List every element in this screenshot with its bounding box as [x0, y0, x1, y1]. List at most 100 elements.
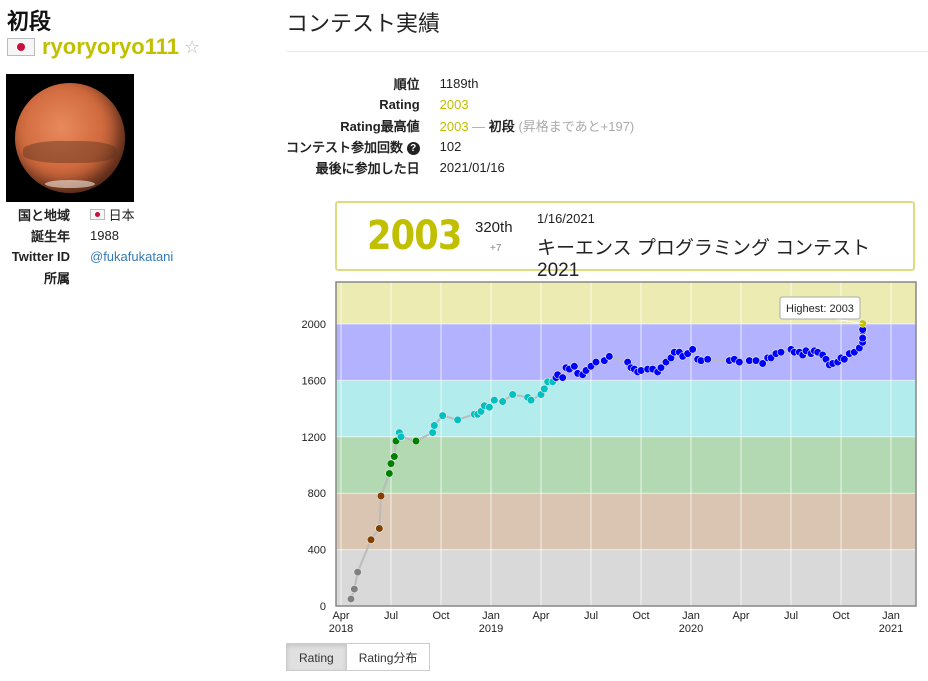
affiliation-value — [90, 267, 280, 288]
y-tick-label: 800 — [308, 488, 326, 500]
rating-point[interactable] — [558, 373, 567, 382]
rating-point[interactable] — [605, 352, 614, 361]
rating-point[interactable] — [688, 345, 697, 354]
rating-point[interactable] — [776, 348, 786, 357]
username-link[interactable]: ryoryoryo111 — [42, 34, 179, 59]
card-place: 320th — [475, 219, 513, 236]
rating-point[interactable] — [375, 524, 384, 533]
stats-table: 順位 1189th Rating 2003 Rating最高値 2003 — 初… — [286, 73, 634, 178]
user-line: ryoryoryo111 ☆ — [7, 34, 200, 60]
birth-year-value: 1988 — [90, 228, 119, 243]
field-label: 所属 — [43, 271, 70, 286]
rating-point[interactable] — [390, 452, 399, 461]
highest-tooltip: Highest: 2003 — [779, 296, 861, 320]
x-tick-label: Apr — [732, 610, 749, 622]
svg-text:2020: 2020 — [679, 623, 703, 635]
x-tick-label: Oct — [432, 610, 449, 622]
rank-value: 1189th — [439, 76, 479, 91]
rating-point[interactable] — [385, 469, 394, 478]
x-tick-label: Jul — [784, 610, 798, 622]
rating-point[interactable] — [508, 390, 517, 399]
rating-point[interactable] — [411, 436, 421, 446]
rating-point[interactable] — [428, 428, 437, 437]
next-grade-info: (昇格まであと+197) — [518, 119, 635, 134]
x-tick-label: Apr — [532, 610, 549, 622]
rating-point[interactable] — [735, 357, 744, 367]
profile-row-birth: 誕生年 1988 — [0, 225, 280, 246]
x-tick-label: Apr — [332, 610, 349, 622]
card-contest-name[interactable]: キーエンス プログラミング コンテスト 2021 — [537, 238, 871, 281]
page-title: コンテスト実績 — [286, 11, 441, 36]
rating-value: 2003 — [439, 97, 469, 112]
star-outline-icon[interactable]: ☆ — [183, 36, 201, 57]
field-label: 国と地域 — [17, 208, 70, 223]
rating-point[interactable] — [498, 397, 507, 406]
rating-point[interactable] — [840, 355, 849, 364]
avatar — [6, 74, 134, 202]
max-rating-label: Rating最高値 — [340, 119, 420, 134]
card-rating: 2003 — [367, 213, 462, 259]
help-icon[interactable]: ? — [406, 142, 420, 155]
x-tick-label: Jan — [882, 610, 900, 622]
rating-point[interactable] — [396, 432, 406, 441]
rating-point[interactable] — [376, 491, 386, 501]
rating-point[interactable] — [570, 362, 579, 371]
y-tick-label: 400 — [308, 545, 326, 557]
x-tick-label: Jan — [482, 610, 500, 622]
y-tick-label: 2000 — [302, 319, 326, 331]
rating-point[interactable] — [350, 584, 359, 594]
last-contest-value: 2021/01/16 — [439, 160, 505, 175]
rating-point[interactable] — [430, 421, 439, 430]
rating-point[interactable] — [526, 396, 536, 405]
rating-point[interactable] — [490, 396, 499, 405]
band-green — [336, 436, 916, 494]
rating-point[interactable] — [656, 363, 666, 372]
rating-point[interactable] — [591, 357, 601, 367]
svg-text:2019: 2019 — [479, 623, 503, 635]
svg-text:Highest: 2003: Highest: 2003 — [786, 303, 854, 315]
x-tick-label: Oct — [632, 610, 649, 622]
rank-label: 順位 — [393, 77, 420, 92]
rating-point[interactable] — [758, 359, 767, 368]
x-tick-label: Jul — [384, 610, 398, 622]
tab-rating[interactable]: Rating — [286, 643, 347, 671]
twitter-link[interactable]: @fukafukatani — [90, 249, 174, 264]
rank-title: 初段 — [7, 9, 52, 34]
rating-label: Rating — [379, 97, 420, 112]
tab-rating-distribution[interactable]: Rating分布 — [346, 643, 431, 671]
rating-point[interactable] — [453, 415, 462, 424]
japan-flag-icon — [7, 38, 35, 56]
x-tick-label: Jan — [682, 610, 700, 622]
rating-point[interactable] — [485, 403, 494, 412]
country-value: 日本 — [108, 208, 135, 223]
band-gray — [336, 549, 916, 606]
card-date: 1/16/2021 — [537, 211, 595, 226]
rating-point[interactable] — [858, 333, 867, 343]
rating-point[interactable] — [346, 594, 356, 604]
rating-point[interactable] — [386, 459, 396, 468]
rating-point[interactable] — [703, 355, 712, 364]
japan-flag-icon — [90, 209, 105, 220]
chart-tabs: Rating Rating分布 — [286, 643, 431, 671]
y-tick-label: 1200 — [302, 432, 326, 444]
max-grade: 初段 — [488, 119, 515, 134]
rating-point[interactable] — [366, 535, 376, 544]
svg-text:2021: 2021 — [879, 623, 903, 635]
profile-row-twitter: Twitter ID @fukafukatani — [0, 246, 280, 267]
rating-point[interactable] — [696, 356, 706, 365]
latest-contest-card: 2003 320th +7 1/16/2021 キーエンス プログラミング コン… — [335, 201, 915, 281]
x-tick-label: Jul — [584, 610, 598, 622]
rating-point[interactable] — [438, 411, 447, 420]
contest-count-label: コンテスト参加回数 — [286, 140, 404, 155]
rating-point[interactable] — [540, 384, 549, 393]
field-label: 誕生年 — [30, 229, 70, 244]
x-tick-label: Oct — [832, 610, 849, 622]
max-rating-value: 2003 — [439, 119, 469, 134]
band-cyan — [336, 380, 916, 437]
rating-point[interactable] — [636, 366, 646, 375]
contest-count-value: 102 — [439, 139, 462, 154]
rating-point[interactable] — [353, 568, 362, 577]
profile-table: 国と地域 日本 誕生年 1988 Twitter ID @fukafukatan… — [0, 204, 280, 288]
svg-text:2018: 2018 — [329, 623, 353, 635]
